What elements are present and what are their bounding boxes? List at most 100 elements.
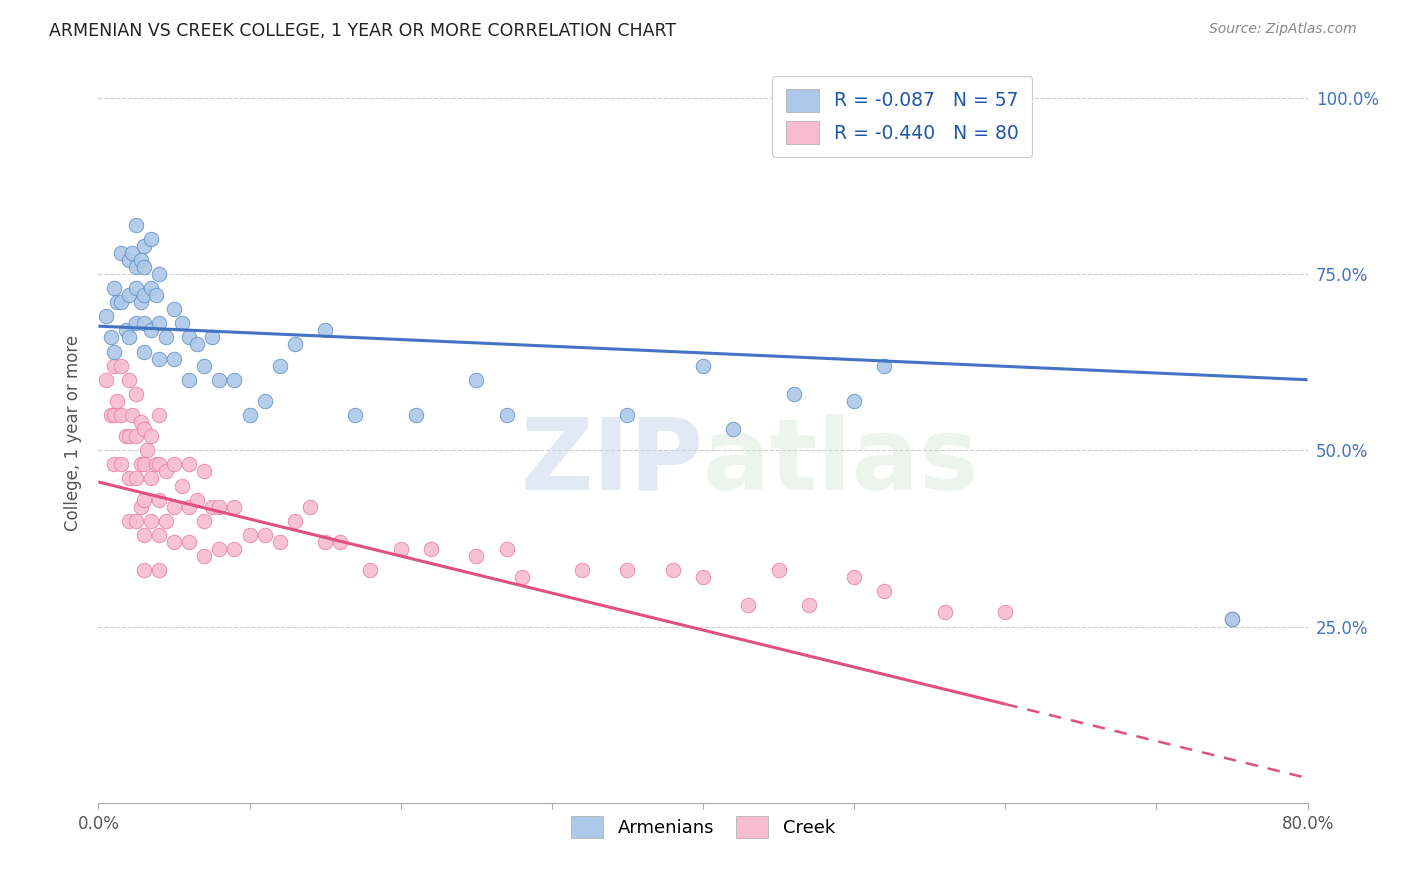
Point xyxy=(201,500,224,514)
Point xyxy=(110,359,132,373)
Point xyxy=(148,316,170,330)
Point xyxy=(253,393,276,408)
Text: ARMENIAN VS CREEK COLLEGE, 1 YEAR OR MORE CORRELATION CHART: ARMENIAN VS CREEK COLLEGE, 1 YEAR OR MOR… xyxy=(49,22,676,40)
Point xyxy=(193,464,215,478)
Point xyxy=(132,563,155,577)
Point xyxy=(148,351,170,366)
Point xyxy=(118,252,141,267)
Point xyxy=(125,387,148,401)
Text: ZIP: ZIP xyxy=(520,414,703,511)
Point xyxy=(100,408,122,422)
Point xyxy=(344,408,367,422)
Point xyxy=(118,373,141,387)
Point xyxy=(239,528,262,542)
Point xyxy=(692,570,714,584)
Point xyxy=(110,245,132,260)
Point xyxy=(186,492,208,507)
Point xyxy=(299,500,322,514)
Point xyxy=(420,541,443,556)
Point xyxy=(873,359,896,373)
Point xyxy=(465,549,488,563)
Point xyxy=(132,316,155,330)
Point xyxy=(141,281,163,295)
Point xyxy=(314,323,336,337)
Point xyxy=(118,514,141,528)
Point xyxy=(132,344,155,359)
Point xyxy=(125,260,148,274)
Point xyxy=(797,599,820,613)
Point xyxy=(103,344,125,359)
Point xyxy=(141,429,163,443)
Point xyxy=(135,443,157,458)
Point xyxy=(125,429,148,443)
Point xyxy=(179,458,201,472)
Point xyxy=(163,535,186,549)
Point xyxy=(125,316,148,330)
Point xyxy=(105,295,128,310)
Point xyxy=(110,295,132,310)
Legend: Armenians, Creek: Armenians, Creek xyxy=(560,805,846,849)
Point xyxy=(118,429,141,443)
Point xyxy=(844,570,866,584)
Point xyxy=(129,252,152,267)
Point xyxy=(132,239,155,253)
Point xyxy=(132,260,155,274)
Point xyxy=(571,563,593,577)
Point xyxy=(510,570,533,584)
Point xyxy=(125,514,148,528)
Point xyxy=(844,393,866,408)
Point xyxy=(179,500,201,514)
Point xyxy=(994,606,1017,620)
Point xyxy=(145,458,167,472)
Point xyxy=(129,295,152,310)
Point xyxy=(224,500,246,514)
Point xyxy=(114,429,136,443)
Point xyxy=(148,563,170,577)
Point xyxy=(224,541,246,556)
Point xyxy=(132,492,155,507)
Point xyxy=(186,337,208,351)
Point xyxy=(110,408,132,422)
Point xyxy=(193,549,215,563)
Point xyxy=(103,359,125,373)
Point xyxy=(163,302,186,317)
Point xyxy=(155,330,177,344)
Point xyxy=(616,408,638,422)
Point xyxy=(145,288,167,302)
Point xyxy=(132,422,155,436)
Point xyxy=(103,408,125,422)
Point xyxy=(125,218,148,232)
Point xyxy=(193,359,215,373)
Point xyxy=(723,422,745,436)
Point xyxy=(148,458,170,472)
Point xyxy=(269,359,291,373)
Point xyxy=(179,535,201,549)
Point xyxy=(155,464,177,478)
Point xyxy=(495,408,517,422)
Text: atlas: atlas xyxy=(703,414,980,511)
Point xyxy=(783,387,806,401)
Point xyxy=(873,584,896,599)
Point xyxy=(125,281,148,295)
Point xyxy=(692,359,714,373)
Point xyxy=(269,535,291,549)
Point xyxy=(193,514,215,528)
Point xyxy=(129,500,152,514)
Point xyxy=(179,330,201,344)
Point xyxy=(737,599,759,613)
Point xyxy=(208,373,231,387)
Point xyxy=(329,535,352,549)
Point xyxy=(129,458,152,472)
Point xyxy=(768,563,790,577)
Point xyxy=(94,310,117,324)
Point xyxy=(284,514,307,528)
Y-axis label: College, 1 year or more: College, 1 year or more xyxy=(65,334,83,531)
Point xyxy=(141,471,163,485)
Point xyxy=(94,373,117,387)
Point xyxy=(1220,612,1243,626)
Point xyxy=(141,323,163,337)
Point xyxy=(148,528,170,542)
Point xyxy=(360,563,382,577)
Point xyxy=(121,408,143,422)
Point xyxy=(934,606,956,620)
